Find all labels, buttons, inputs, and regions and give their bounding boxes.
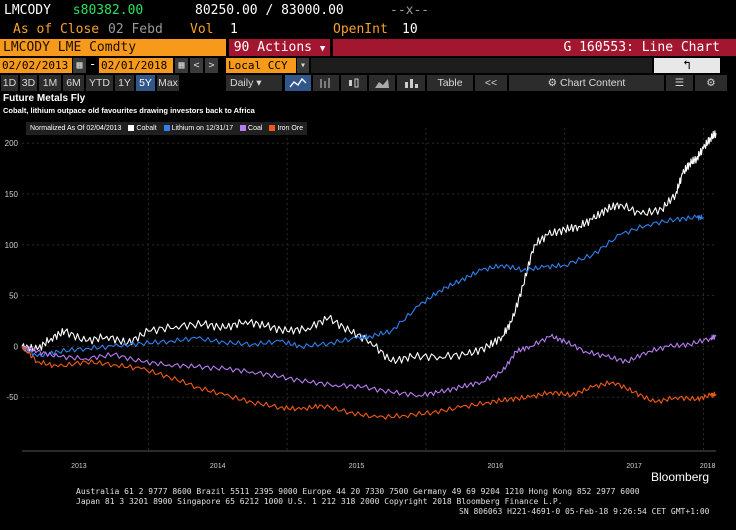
last-price: 80382.00: [80, 3, 144, 18]
y-tick-label: 200: [5, 139, 19, 148]
chevron-left-icon[interactable]: <: [190, 58, 203, 73]
back-button[interactable]: ↰: [654, 58, 720, 73]
chart-content-button[interactable]: ⚙ Chart Content: [509, 75, 664, 91]
period-5y-button[interactable]: 5Y: [136, 75, 155, 91]
x-tick-label: 2014: [210, 463, 226, 470]
chevron-down-icon[interactable]: ▾: [297, 58, 309, 73]
date-separator: -: [89, 57, 97, 71]
candle-chart-icon[interactable]: [341, 75, 367, 91]
ticker-symbol: LMCODY: [4, 3, 51, 18]
actions-button[interactable]: 90 Actions ▼: [229, 39, 330, 56]
page-title: G 160553: Line Chart: [333, 39, 736, 56]
bid-ask: 80250.00 / 83000.00: [195, 3, 344, 18]
gear-icon[interactable]: ⚙: [695, 75, 727, 91]
legend-prefix: Normalized As Of 02/04/2013: [30, 125, 122, 132]
end-date-field[interactable]: 02/01/2018: [99, 58, 173, 73]
as-of-label: As of Close: [13, 22, 100, 37]
calendar-icon[interactable]: ▦: [73, 58, 86, 73]
chart-title: Future Metals Fly: [3, 93, 86, 104]
period-ytd-button[interactable]: YTD: [86, 75, 113, 91]
bar-columns-icon[interactable]: [397, 75, 425, 91]
price-prefix: s: [72, 3, 81, 18]
line-chart: 200 150 100 50 0 -50 2013 2014 2015 2016 2017 2018: [5, 128, 717, 470]
period-1y-button[interactable]: 1Y: [115, 75, 134, 91]
legend-swatch-iron-ore: [269, 124, 276, 131]
bloomberg-logo: Bloomberg: [651, 470, 710, 484]
x-tick-label: 2013: [71, 463, 87, 470]
bar-chart-icon[interactable]: [313, 75, 339, 91]
y-tick-label: 0: [14, 342, 19, 351]
x-tick-label: 2015: [349, 463, 365, 470]
x-tick-label: 2016: [488, 463, 504, 470]
mountain-chart-icon[interactable]: [369, 75, 395, 91]
footer-session: SN 806063 H221-4691-0 05-Feb-18 9:26:54 …: [459, 507, 710, 516]
volume-label: Vol: [190, 22, 214, 37]
y-tick-label: -50: [6, 393, 18, 402]
series-line-coal: [21, 333, 717, 398]
series-line-lithium: [21, 214, 704, 358]
y-tick-label: 50: [9, 292, 18, 301]
ask-price: 83000.00: [281, 3, 344, 18]
period-6m-button[interactable]: 6M: [63, 75, 84, 91]
footer-contacts: Australia 61 2 9777 8600 Brazil 5511 239…: [76, 487, 640, 496]
x-tick-label: 2017: [626, 463, 642, 470]
table-button[interactable]: Table: [427, 75, 473, 91]
legend-item-iron-ore: Iron Ore: [277, 125, 304, 132]
legend-swatch-lithium: [163, 124, 170, 131]
legend-swatch-coal: [240, 124, 247, 131]
chart-content-label: Chart Content: [559, 77, 626, 89]
legend-item-cobalt: Cobalt: [136, 125, 157, 132]
chevron-down-icon: ▾: [256, 77, 262, 89]
period-3d-button[interactable]: 3D: [20, 75, 37, 91]
chart-legend: Normalized As Of 02/04/2013 Cobalt Lithi…: [26, 122, 308, 135]
line-chart-icon[interactable]: [285, 75, 311, 91]
net-change: --x--: [390, 3, 430, 18]
series-line-cobalt: [21, 130, 717, 365]
legend-item-coal: Coal: [248, 125, 263, 132]
series-line-iron: [21, 346, 717, 420]
actions-number: 90: [233, 40, 250, 55]
calendar-icon[interactable]: ▦: [175, 58, 188, 73]
collapse-icon[interactable]: <<: [475, 75, 507, 91]
quote-line: LMCODY s80382.00: [4, 3, 143, 18]
currency-select[interactable]: Local CCY: [226, 58, 296, 73]
as-of-date: 02 Febd: [108, 22, 163, 37]
period-1m-button[interactable]: 1M: [39, 75, 61, 91]
legend-swatch-cobalt: [128, 124, 135, 131]
start-date-field[interactable]: 02/02/2013: [0, 58, 72, 73]
frequency-label: Daily: [230, 77, 254, 89]
y-tick-label: 150: [5, 190, 19, 199]
period-max-button[interactable]: Max: [157, 75, 179, 91]
chevron-right-icon[interactable]: >: [205, 58, 218, 73]
open-interest-label: OpenInt: [333, 22, 388, 37]
legend-item-lithium: Lithium on 12/31/17: [171, 125, 234, 132]
x-tick-label: 2018: [700, 463, 716, 470]
frequency-select[interactable]: Daily ▾: [226, 75, 282, 91]
menu-icon[interactable]: ☰: [666, 75, 693, 91]
volume-value: 1: [230, 22, 238, 37]
actions-label: Actions: [257, 40, 313, 55]
open-interest-value: 10: [402, 22, 418, 37]
bid-price: 80250.00: [195, 3, 258, 18]
chart-subtitle: Cobalt, lithium outpace old favourites d…: [3, 106, 255, 115]
period-1d-button[interactable]: 1D: [1, 75, 18, 91]
spacer-bar: [311, 58, 652, 73]
y-tick-label: 100: [5, 241, 19, 250]
security-field[interactable]: LMCODY LME Comdty: [0, 39, 226, 56]
settings-icon: ⚙: [547, 77, 558, 89]
footer-copyright: Japan 81 3 3201 8900 Singapore 65 6212 1…: [76, 497, 563, 506]
chevron-down-icon: ▼: [319, 44, 326, 54]
